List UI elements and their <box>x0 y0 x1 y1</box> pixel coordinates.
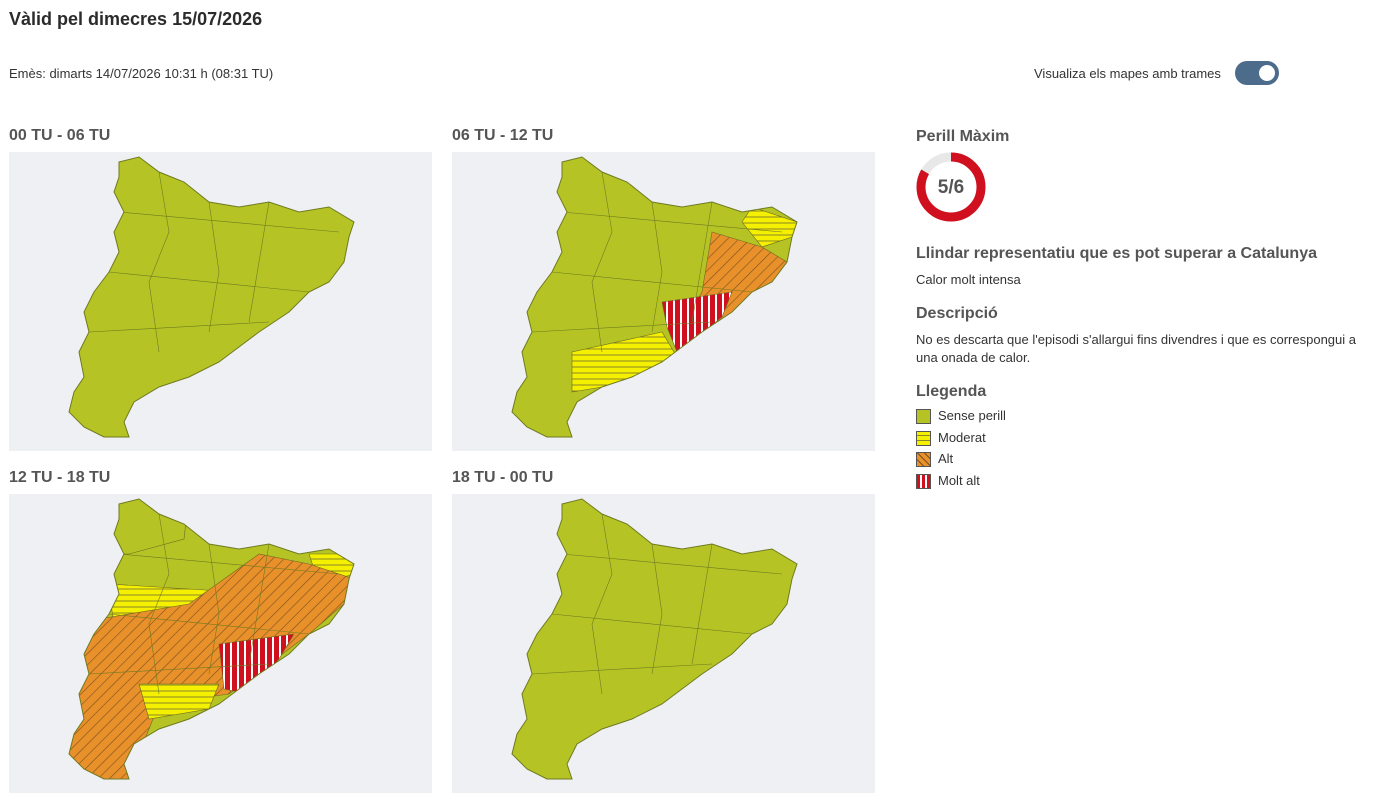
district-lines <box>531 171 783 353</box>
district-lines <box>88 513 340 695</box>
toggle-label: Visualiza els mapes amb trames <box>1034 66 1221 81</box>
outline <box>68 498 355 780</box>
outline <box>68 156 355 438</box>
district-lines <box>531 513 783 695</box>
map <box>452 494 875 793</box>
warning-zone <box>138 683 220 720</box>
map-svg <box>68 498 355 780</box>
district-lines <box>88 171 340 353</box>
map-svg <box>511 156 798 438</box>
gauge-arc <box>916 152 986 222</box>
title: Vàlid pel dimecres 15/07/2026 <box>9 9 263 29</box>
max-danger-title: Perill Màxim <box>916 128 1010 145</box>
map-svg <box>68 156 355 438</box>
threshold: Calor molt intensa <box>916 272 1021 287</box>
map-label: 00 TU - 06 TU <box>9 127 111 144</box>
map-svg <box>511 498 798 780</box>
legend-swatch <box>916 473 931 489</box>
map <box>452 152 875 451</box>
outline <box>511 156 798 438</box>
legend-swatch <box>916 409 931 424</box>
map <box>9 152 432 451</box>
description: No es descarta que l'episodi s'allargui … <box>916 332 1356 365</box>
region-base <box>512 157 797 437</box>
gauge-label: 5/6 <box>938 177 964 198</box>
legend-label: Moderat <box>938 429 986 445</box>
legend-label: Alt <box>938 451 954 466</box>
danger-gauge: 5/6 <box>916 152 986 222</box>
warning-zone <box>218 633 295 695</box>
map-label: 18 TU - 00 TU <box>452 469 554 486</box>
map-label: 06 TU - 12 TU <box>452 127 554 144</box>
description-title: Descripció <box>916 305 998 322</box>
map-label: 12 TU - 18 TU <box>9 469 111 486</box>
issued: Emès: dimarts 14/07/2026 10:31 h (08:31 … <box>9 66 274 81</box>
region-base <box>69 157 354 437</box>
threshold-title: Llindar representatiu que es pot superar… <box>916 245 1317 262</box>
legend-label: Sense perill <box>938 408 1006 423</box>
legend-swatch <box>916 452 931 467</box>
pattern-toggle[interactable] <box>1235 61 1279 85</box>
legend-title: Llegenda <box>916 383 987 400</box>
map <box>9 494 432 793</box>
legend-label: Molt alt <box>938 472 980 488</box>
legend-swatch <box>916 430 931 446</box>
outline <box>511 498 798 780</box>
region-base <box>512 499 797 779</box>
